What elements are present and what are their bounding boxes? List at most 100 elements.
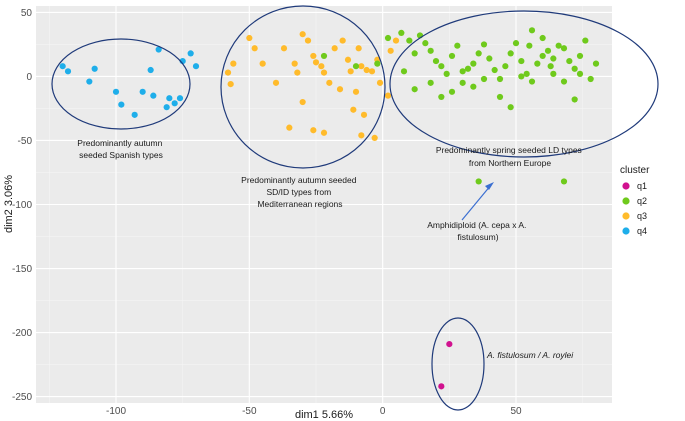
data-point-q4 <box>131 111 138 118</box>
data-point-q4 <box>112 88 120 95</box>
data-point-q4 <box>163 104 170 111</box>
data-point-q2 <box>550 55 557 62</box>
data-point-q4 <box>64 68 72 75</box>
data-point-q2 <box>464 65 472 72</box>
data-point-q2 <box>411 86 418 93</box>
data-point-q1 <box>446 340 453 348</box>
data-point-q2 <box>576 70 584 77</box>
data-point-q4 <box>166 95 173 102</box>
ellipse-mediterranean <box>220 5 386 169</box>
y-axis-ticks: 50 0 -50 -100 -150 -200 -250 <box>12 8 32 403</box>
data-point-q2 <box>560 78 568 85</box>
data-point-q2 <box>400 68 408 75</box>
legend-key-q3 <box>622 212 630 220</box>
data-point-q2 <box>470 83 477 90</box>
legend-label-q4: q4 <box>637 226 647 236</box>
data-point-q3 <box>392 37 400 44</box>
y-tick-label: 50 <box>21 8 33 19</box>
data-point-q2 <box>502 63 509 70</box>
gridlines <box>36 6 612 403</box>
data-point-q3 <box>368 68 376 75</box>
data-point-q2 <box>528 27 536 34</box>
data-point-q4 <box>192 63 200 70</box>
data-point-q3 <box>331 45 338 52</box>
data-point-q2 <box>427 47 434 54</box>
data-point-q3 <box>358 63 365 70</box>
data-point-q3 <box>291 60 298 67</box>
y-tick-label: -150 <box>12 264 32 275</box>
data-point-q3 <box>312 59 320 66</box>
data-point-q2 <box>496 75 504 83</box>
data-point-q2 <box>411 50 418 57</box>
group-ellipses <box>51 5 659 411</box>
data-point-q3 <box>320 129 328 136</box>
data-point-q2 <box>438 93 445 101</box>
annotation-spanish: Predominantly autumn seeded Spanish type… <box>77 138 164 160</box>
data-point-q2 <box>534 60 541 67</box>
data-point-q2 <box>406 37 413 44</box>
data-points <box>59 27 600 390</box>
data-point-q2 <box>398 29 405 36</box>
data-point-q3 <box>246 34 253 42</box>
data-point-q4 <box>176 95 184 102</box>
data-point-q2 <box>480 75 488 83</box>
ellipse-northern-europe <box>389 10 659 158</box>
data-point-q2 <box>427 79 434 86</box>
data-point-q4 <box>118 101 125 108</box>
data-point-q2 <box>539 34 546 42</box>
data-point-q2 <box>448 88 456 95</box>
data-point-q2 <box>475 178 482 185</box>
data-point-q2 <box>454 42 461 49</box>
data-point-q2 <box>587 75 594 83</box>
data-point-q4 <box>155 46 162 53</box>
legend-label-q3: q3 <box>637 211 647 221</box>
data-point-q4 <box>179 57 186 65</box>
data-point-q1 <box>438 383 445 390</box>
y-tick-label: -250 <box>12 392 32 403</box>
data-point-q2 <box>512 40 520 47</box>
data-point-q3 <box>294 69 301 76</box>
data-point-q2 <box>438 63 445 70</box>
data-point-q2 <box>374 60 381 67</box>
data-point-q3 <box>350 106 357 113</box>
data-point-q2 <box>432 57 440 65</box>
data-point-q4 <box>59 63 66 70</box>
data-point-q2 <box>582 37 589 44</box>
data-point-q2 <box>470 60 477 67</box>
data-point-q2 <box>571 96 578 103</box>
x-axis-ticks: -100 -50 0 50 <box>106 406 522 417</box>
legend-key-q1 <box>622 182 630 190</box>
data-point-q3 <box>272 79 280 86</box>
x-axis-title: dim1 5.66% <box>295 409 353 421</box>
legend-label-q1: q1 <box>637 181 647 191</box>
data-point-q2 <box>539 52 546 60</box>
legend-label-q2: q2 <box>637 196 647 206</box>
data-point-q2 <box>507 104 514 111</box>
data-point-q4 <box>171 100 178 107</box>
data-point-q4 <box>150 92 157 99</box>
data-point-q2 <box>526 42 533 49</box>
data-point-q2 <box>592 60 600 67</box>
data-point-q4 <box>147 66 154 74</box>
data-point-q2 <box>555 42 562 49</box>
data-point-q2 <box>507 50 514 57</box>
data-point-q3 <box>320 69 328 76</box>
data-point-q3 <box>318 63 325 70</box>
ellipse-spanish <box>51 38 191 130</box>
data-point-q2 <box>544 47 552 54</box>
data-point-q2 <box>352 63 360 70</box>
data-point-q3 <box>344 56 352 63</box>
annotation-amphidiploid: Amphidiploid (A. cepa x A. fistulosum) <box>427 220 529 242</box>
data-point-q3 <box>363 66 370 74</box>
data-point-q2 <box>523 70 530 77</box>
data-point-q2 <box>459 68 466 75</box>
data-point-q2 <box>550 70 557 77</box>
data-point-q2 <box>566 57 573 65</box>
annotation-northern-europe: Predominantly spring seeded LD types fro… <box>436 145 584 168</box>
data-point-q4 <box>187 50 194 57</box>
data-point-q3 <box>384 92 392 99</box>
data-point-q2 <box>443 70 450 77</box>
data-point-q2 <box>518 57 525 65</box>
annotation-mediterranean: Predominantly autumn seeded SD/ID types … <box>241 175 359 209</box>
